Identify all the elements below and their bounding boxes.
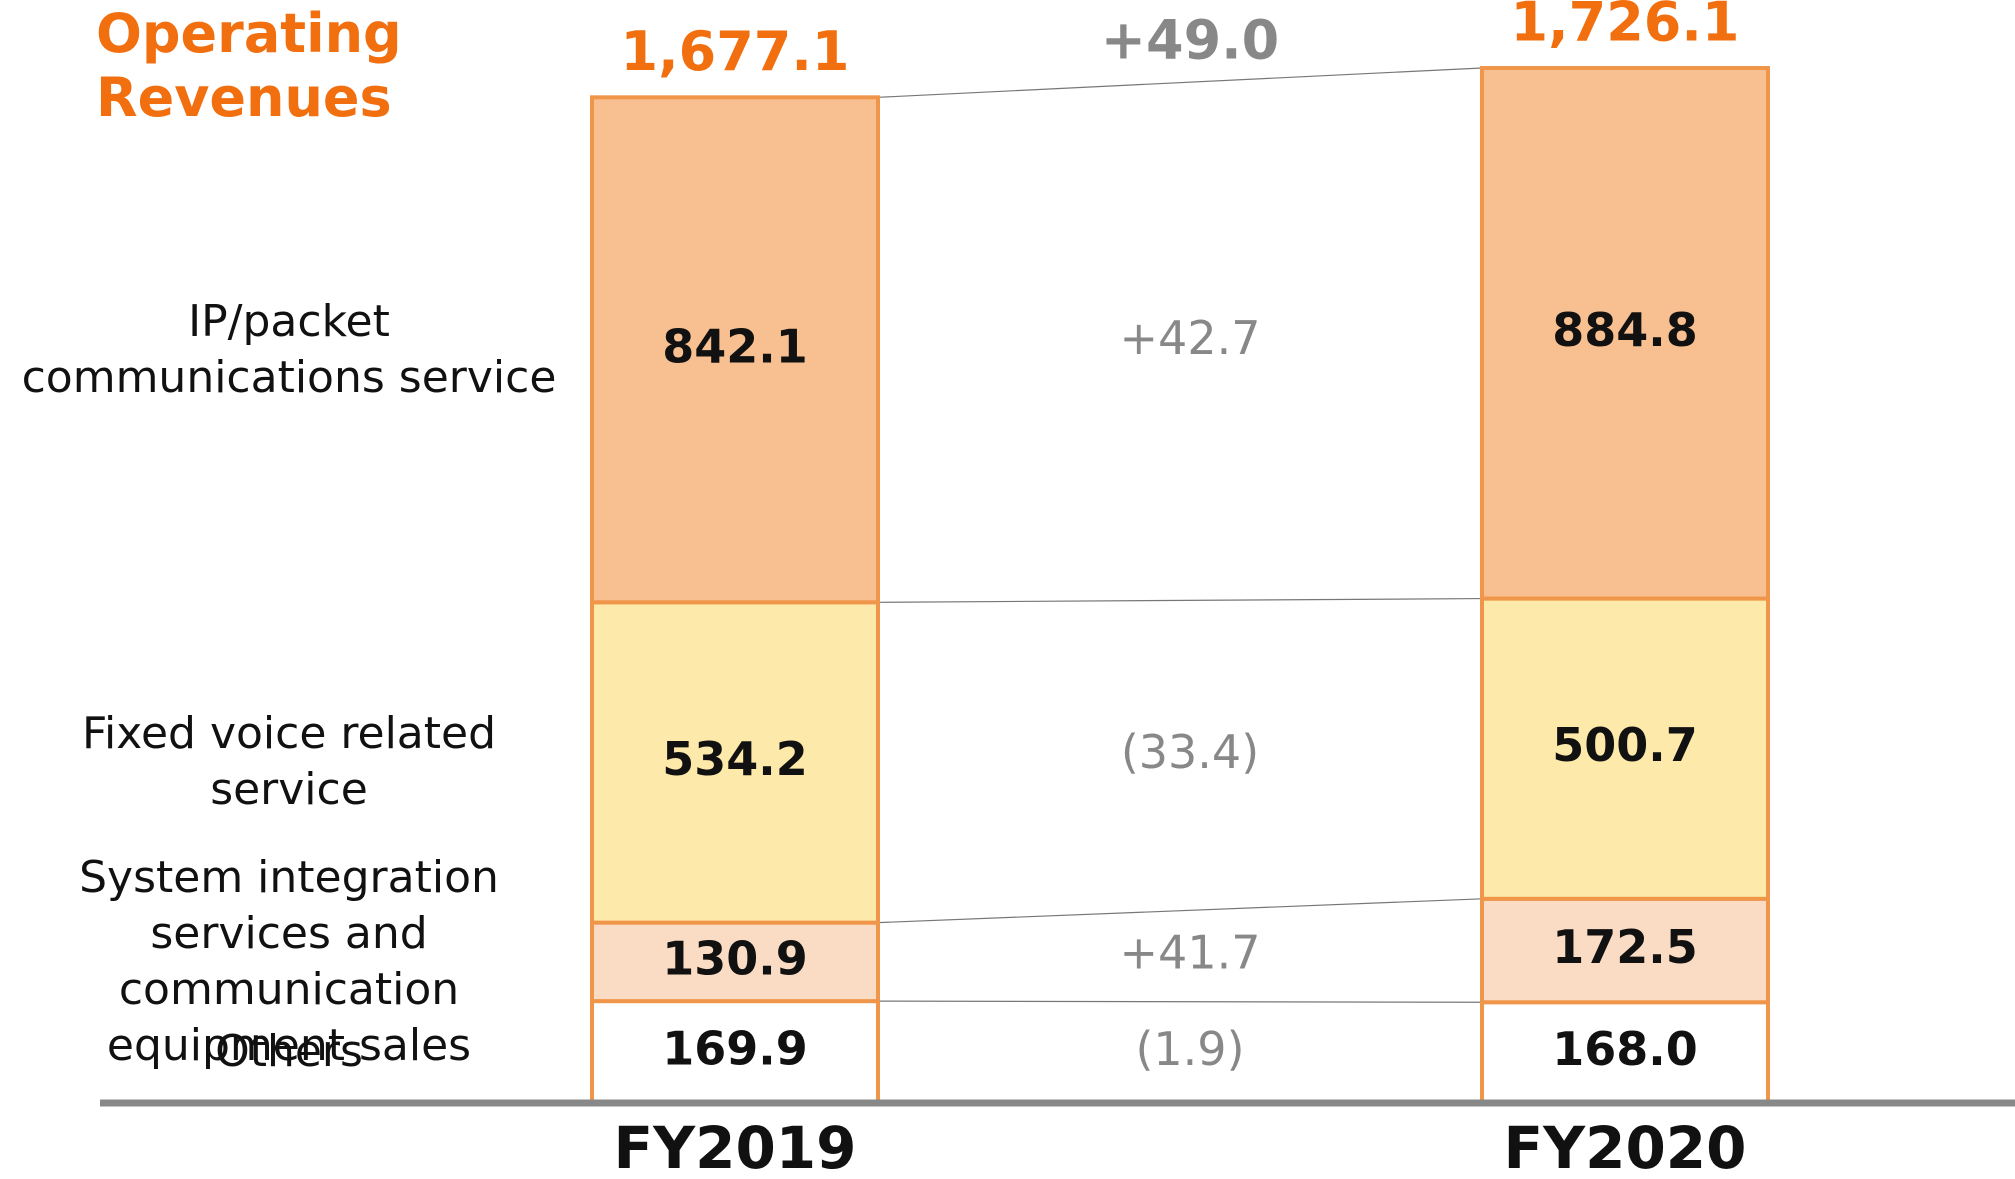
connector-line	[877, 1000, 1483, 1003]
value-label: 884.8	[1552, 303, 1698, 357]
chart-title: Operating Revenues	[96, 2, 402, 129]
value-label: 130.9	[662, 931, 808, 985]
value-label: 842.1	[662, 319, 808, 373]
value-label: 172.5	[1552, 920, 1698, 974]
total-label: 1,726.1	[1511, 0, 1740, 54]
change-label: (33.4)	[1121, 725, 1259, 779]
change-label: +41.7	[1120, 926, 1261, 980]
bar-segment	[1480, 1000, 1770, 1106]
change-label: +42.7	[1120, 311, 1261, 365]
connector-line	[877, 597, 1483, 603]
bar-segment	[590, 95, 880, 605]
series-label: Fixed voice related service	[81, 708, 497, 816]
connector-line	[877, 898, 1483, 924]
bar-segment	[1480, 896, 1770, 1005]
x-tick-label: FY2020	[1503, 1114, 1746, 1179]
series-label: Others	[215, 1026, 363, 1078]
series-label: System integration services and communic…	[79, 851, 499, 1071]
bar-segment	[590, 600, 880, 925]
bar-segment	[590, 999, 880, 1106]
bar-segment	[1480, 66, 1770, 601]
connector-line	[877, 67, 1483, 98]
value-label: 500.7	[1552, 718, 1698, 772]
value-label: 168.0	[1552, 1022, 1698, 1076]
value-label: 169.9	[662, 1022, 808, 1076]
value-label: 534.2	[662, 732, 808, 786]
bar-segment	[590, 920, 880, 1004]
total-label: 1,677.1	[621, 20, 850, 83]
change-label: (1.9)	[1135, 1022, 1244, 1076]
series-label: IP/packet communications service	[21, 295, 557, 403]
x-tick-label: FY2019	[613, 1114, 856, 1179]
total-change-label: +49.0	[1101, 9, 1279, 72]
